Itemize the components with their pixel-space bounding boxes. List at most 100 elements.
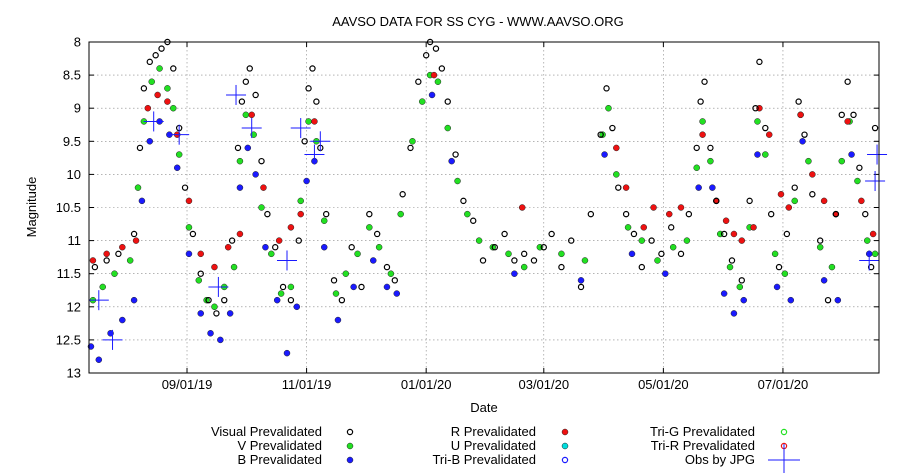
obs-by-jpg-point xyxy=(208,276,229,297)
b-prevalidated-point xyxy=(820,277,828,284)
visual-prevalidated-point xyxy=(422,52,430,59)
visual-prevalidated-point xyxy=(713,197,720,205)
plot-area xyxy=(87,38,888,364)
series-b-prevalidated xyxy=(87,91,873,364)
v-prevalidated-point xyxy=(305,118,312,125)
b-prevalidated-point xyxy=(799,138,806,145)
visual-prevalidated-point xyxy=(438,65,446,72)
y-tick-label: 10.5 xyxy=(56,200,81,215)
visual-prevalidated-point xyxy=(511,257,518,264)
x-tick-label: 01/01/20 xyxy=(401,377,452,392)
visual-prevalidated-point xyxy=(460,197,467,205)
b-prevalidated-point xyxy=(393,290,401,297)
v-prevalidated-point xyxy=(828,263,836,271)
r-prevalidated-point xyxy=(164,98,171,105)
r-prevalidated-point xyxy=(809,171,816,178)
visual-prevalidated-point xyxy=(677,250,685,258)
v-prevalidated-point xyxy=(791,197,798,205)
v-prevalidated-point xyxy=(871,250,879,258)
v-prevalidated-point xyxy=(236,157,244,165)
visual-prevalidated-point xyxy=(871,124,879,132)
b-prevalidated-point xyxy=(662,270,669,277)
r-prevalidated-point xyxy=(154,91,161,99)
visual-prevalidated-point xyxy=(242,78,250,85)
v-prevalidated-point xyxy=(409,138,416,145)
visual-prevalidated-point xyxy=(658,250,665,258)
v-prevalidated-point xyxy=(111,270,118,277)
x-tick-label: 09/01/19 xyxy=(162,377,213,392)
r-prevalidated-point xyxy=(132,237,140,244)
v-prevalidated-point xyxy=(863,237,871,244)
obs-by-jpg-point xyxy=(143,111,164,132)
v-prevalidated-point xyxy=(624,224,632,231)
plot-border xyxy=(88,41,880,374)
v-prevalidated-point xyxy=(99,283,106,291)
b-prevalidated-point xyxy=(730,310,738,317)
legend-marker-obs-by-jpg xyxy=(768,444,800,473)
r-prevalidated-point xyxy=(730,230,738,238)
y-tick-label: 8 xyxy=(74,35,81,50)
b-prevalidated-point xyxy=(293,303,301,311)
visual-prevalidated-point xyxy=(577,283,585,291)
legend-marker-tri-b-prevalidated xyxy=(561,456,569,464)
r-prevalidated-point xyxy=(119,243,126,251)
visual-prevalidated-point xyxy=(668,224,675,231)
visual-prevalidated-point xyxy=(181,184,189,191)
b-prevalidated-point xyxy=(428,91,436,99)
b-prevalidated-point xyxy=(448,157,455,165)
v-prevalidated-point xyxy=(230,263,238,271)
visual-prevalidated-point xyxy=(234,144,242,152)
v-prevalidated-point xyxy=(638,237,646,244)
r-prevalidated-point xyxy=(797,111,804,119)
visual-prevalidated-point xyxy=(238,98,246,105)
v-prevalidated-point xyxy=(134,184,142,191)
legend-label-v-prevalidated: V Prevalidated xyxy=(237,438,322,453)
visual-prevalidated-point xyxy=(685,210,693,218)
b-prevalidated-point xyxy=(350,283,357,291)
visual-prevalidated-point xyxy=(638,263,646,271)
visual-prevalidated-point xyxy=(228,237,236,244)
visual-prevalidated-point xyxy=(838,111,845,119)
v-prevalidated-point xyxy=(170,104,177,112)
visual-prevalidated-point xyxy=(832,210,840,218)
visual-prevalidated-point xyxy=(809,191,816,198)
visual-prevalidated-point xyxy=(91,263,99,271)
visual-prevalidated-point xyxy=(752,104,759,112)
b-prevalidated-point xyxy=(848,151,855,158)
b-prevalidated-point xyxy=(628,250,636,258)
b-prevalidated-point xyxy=(207,330,214,337)
v-prevalidated-point xyxy=(454,177,461,185)
b-prevalidated-point xyxy=(197,310,204,317)
visual-prevalidated-point xyxy=(287,296,295,304)
legend-marker-r-prevalidated xyxy=(561,428,569,436)
b-prevalidated-point xyxy=(217,336,224,344)
b-prevalidated-point xyxy=(226,310,234,317)
v-prevalidated-point xyxy=(354,250,361,258)
visual-prevalidated-point xyxy=(470,217,477,224)
x-tick-label: 03/01/20 xyxy=(518,377,569,392)
r-prevalidated-point xyxy=(236,230,244,238)
visual-prevalidated-point xyxy=(391,277,399,284)
chart-title: AAVSO DATA FOR SS CYG - WWW.AAVSO.ORG xyxy=(332,14,624,29)
x-axis-ticks: 09/01/19 11/01/19 01/01/20 03/01/20 05/01/20… xyxy=(162,42,808,392)
v-prevalidated-point xyxy=(164,85,171,92)
visual-prevalidated-point xyxy=(867,263,875,271)
v-prevalidated-point xyxy=(475,237,483,244)
visual-prevalidated-point xyxy=(309,65,316,72)
r-prevalidated-point xyxy=(722,217,730,224)
visual-prevalidated-point xyxy=(103,257,110,264)
visual-prevalidated-point xyxy=(444,98,451,105)
b-prevalidated-point xyxy=(369,257,377,264)
r-prevalidated-point xyxy=(185,197,193,205)
v-prevalidated-point xyxy=(332,290,340,297)
r-prevalidated-point xyxy=(665,210,673,218)
b-prevalidated-point xyxy=(511,270,518,277)
b-prevalidated-point xyxy=(740,296,747,304)
visual-prevalidated-point xyxy=(158,45,165,52)
b-prevalidated-point xyxy=(834,296,842,304)
r-prevalidated-point xyxy=(248,111,255,119)
r-prevalidated-point xyxy=(297,210,304,218)
visual-prevalidated-point xyxy=(728,257,736,264)
v-prevalidated-point xyxy=(342,270,350,277)
